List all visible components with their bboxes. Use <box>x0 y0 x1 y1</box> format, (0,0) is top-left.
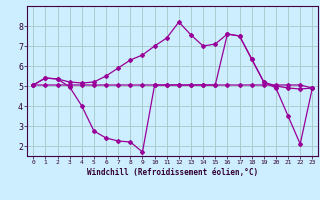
X-axis label: Windchill (Refroidissement éolien,°C): Windchill (Refroidissement éolien,°C) <box>87 168 258 177</box>
